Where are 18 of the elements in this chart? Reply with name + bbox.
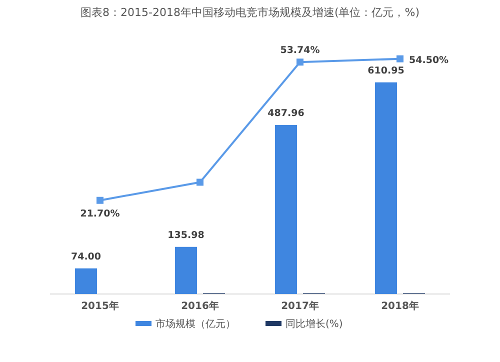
data-label: 487.96 (268, 108, 305, 119)
data-label: 53.74% (280, 45, 320, 56)
bar (175, 246, 197, 294)
data-label: 74.00 (70, 251, 102, 262)
x-tick-label: 2018年 (381, 300, 419, 312)
chart-title: 图表8：2015-2018年中国移动电竞市场规模及增速(单位：亿元，%) (80, 6, 420, 19)
data-label: 135.98 (168, 230, 205, 241)
data-label: 610.95 (368, 65, 404, 76)
bar (275, 124, 297, 294)
data-label: 54.50% (409, 54, 450, 66)
bar (75, 268, 97, 294)
x-tick-label: 2015年 (81, 300, 119, 312)
legend-label: 同比增长(%) (286, 318, 343, 330)
x-tick-label: 2016年 (181, 300, 219, 312)
x-tick-label: 2017年 (281, 300, 319, 312)
legend-label: 市场规模（亿元） (156, 318, 236, 330)
data-label: 21.70% (80, 208, 120, 220)
bar (375, 82, 397, 294)
